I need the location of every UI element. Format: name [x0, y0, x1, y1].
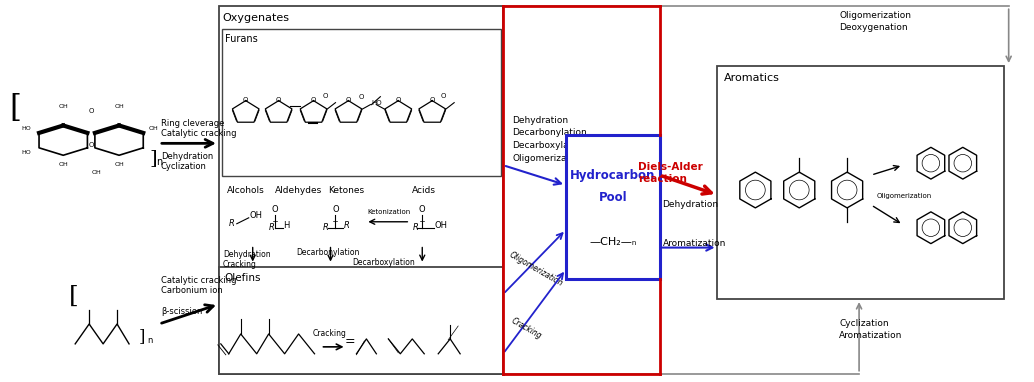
Text: OH: OH [250, 211, 263, 220]
Text: Diels-Alder: Diels-Alder [638, 162, 702, 172]
Text: Oligomerization: Oligomerization [512, 154, 584, 163]
Bar [566, 135, 660, 279]
Text: Dehydration: Dehydration [663, 200, 719, 209]
Text: Decarbonylation: Decarbonylation [297, 248, 360, 257]
Text: Ring cleverage: Ring cleverage [161, 120, 224, 128]
Text: Cracking: Cracking [312, 329, 346, 338]
Text: R: R [269, 223, 275, 232]
Text: [: [ [9, 93, 22, 124]
Text: n: n [147, 337, 152, 345]
Text: O: O [359, 94, 364, 100]
Text: Oligomerization: Oligomerization [877, 193, 933, 199]
Text: Oligomerization: Oligomerization [508, 251, 565, 288]
Text: HO: HO [372, 100, 383, 106]
Text: Alcohols: Alcohols [226, 186, 265, 195]
Text: OH: OH [114, 162, 124, 167]
Text: ]: ] [139, 329, 146, 345]
Text: Dehydration: Dehydration [161, 152, 213, 161]
Text: O: O [429, 97, 435, 103]
Text: Oligomerization: Oligomerization [840, 11, 911, 20]
Bar [219, 267, 503, 374]
Text: Olefins: Olefins [224, 274, 262, 283]
Text: β-scission: β-scission [161, 307, 203, 316]
Text: HO: HO [22, 150, 31, 155]
Text: Dehydration
Cracking: Dehydration Cracking [222, 249, 271, 269]
Text: O: O [323, 93, 328, 99]
Text: —CH₂—ₙ: —CH₂—ₙ [589, 236, 637, 247]
Text: Aromatics: Aromatics [724, 73, 780, 83]
Text: O: O [345, 97, 352, 103]
Text: [: [ [69, 285, 79, 308]
Text: R: R [323, 223, 329, 232]
Text: Deoxygenation: Deoxygenation [840, 23, 908, 32]
Text: HO: HO [22, 126, 31, 131]
Text: Ketones: Ketones [329, 186, 365, 195]
Text: Ketonization: Ketonization [367, 209, 410, 215]
Text: R: R [343, 221, 349, 230]
Text: Decarboxylation: Decarboxylation [512, 141, 586, 151]
Text: OH: OH [114, 104, 124, 108]
Text: OH: OH [434, 221, 448, 230]
Text: O: O [243, 97, 248, 103]
Text: Decarboxylation: Decarboxylation [353, 257, 416, 267]
Text: Furans: Furans [224, 34, 257, 44]
Bar [222, 29, 501, 176]
Text: Hydrocarbon: Hydrocarbon [570, 168, 656, 181]
Text: Oxygenates: Oxygenates [222, 13, 290, 23]
Text: O: O [311, 97, 316, 103]
Text: O: O [276, 97, 281, 103]
Text: Cracking: Cracking [510, 317, 544, 341]
Text: Carbonium ion: Carbonium ion [161, 286, 222, 295]
Text: Cyclization: Cyclization [840, 319, 889, 328]
Text: Catalytic cracking: Catalytic cracking [161, 276, 237, 285]
Text: Dehydration: Dehydration [512, 115, 568, 125]
Text: O: O [271, 206, 278, 214]
Bar [219, 6, 503, 374]
Bar [718, 66, 1004, 299]
Text: O: O [89, 142, 94, 148]
Text: ]: ] [149, 149, 156, 167]
Text: =: = [344, 335, 355, 348]
Text: OH: OH [149, 126, 159, 131]
Text: Catalytic cracking: Catalytic cracking [161, 129, 237, 138]
Text: Aldehydes: Aldehydes [275, 186, 322, 195]
Text: reaction: reaction [638, 174, 687, 184]
Text: Aromatization: Aromatization [663, 239, 726, 248]
Text: Pool: Pool [599, 191, 627, 204]
Text: R: R [229, 219, 235, 228]
Text: O: O [332, 206, 339, 214]
Text: Acids: Acids [413, 186, 436, 195]
Text: O: O [396, 97, 401, 103]
Text: O: O [419, 206, 426, 214]
Text: Aromatization: Aromatization [840, 331, 903, 340]
Text: O: O [440, 93, 446, 99]
Text: OH: OH [91, 170, 101, 175]
Text: Cyclization: Cyclization [161, 162, 207, 171]
Text: Decarbonylation: Decarbonylation [512, 128, 586, 138]
Text: OH: OH [58, 162, 68, 167]
Text: OH: OH [58, 104, 68, 108]
Text: R: R [413, 223, 418, 232]
Text: n: n [156, 157, 162, 167]
Text: H: H [282, 221, 290, 230]
Text: O: O [89, 108, 94, 113]
